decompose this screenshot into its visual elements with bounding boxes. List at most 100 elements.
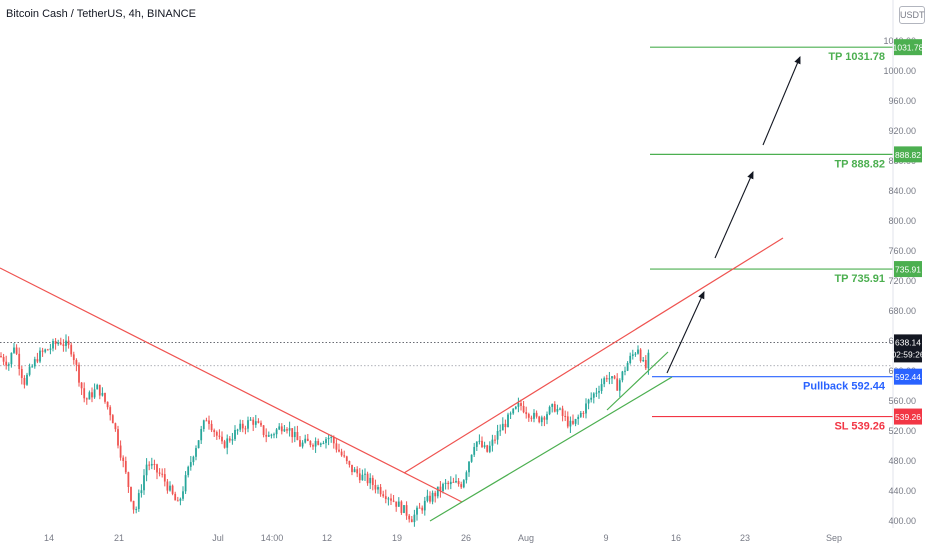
candle-body	[169, 485, 171, 491]
level-tag-text-target: 1031.78	[893, 43, 924, 53]
candle-body	[366, 473, 369, 484]
currency-badge[interactable]: USDT	[899, 6, 925, 24]
candle-body	[566, 416, 569, 427]
candle-body	[192, 456, 195, 463]
candle-body	[83, 388, 86, 399]
candle-body	[345, 456, 348, 462]
candle-body	[265, 434, 268, 437]
price-levels	[0, 46, 893, 418]
price-tick-label: 560.00	[888, 396, 916, 406]
ascending-channel-top	[403, 237, 784, 474]
candle-body	[447, 482, 450, 485]
projection-arrow	[666, 290, 705, 374]
candle-body	[241, 423, 244, 429]
candle-body	[647, 352, 650, 369]
time-tick-label: 19	[392, 533, 402, 543]
candle-body	[182, 491, 184, 499]
time-tick-label: 12	[322, 533, 332, 543]
candle-body	[114, 423, 117, 430]
candle-body	[247, 420, 249, 429]
candle-body	[137, 493, 140, 510]
candle-body	[592, 393, 595, 398]
candle-body	[348, 461, 351, 465]
candle-body	[374, 485, 377, 490]
candle-body	[171, 485, 174, 494]
time-tick-label: 14:00	[261, 533, 284, 543]
candle-body	[624, 370, 626, 372]
candle-body	[145, 464, 148, 476]
level-tag-target	[894, 261, 922, 278]
candle-body	[509, 413, 512, 415]
projection-arrow	[714, 170, 754, 259]
candle-body	[221, 436, 223, 442]
candle-body	[226, 438, 229, 448]
candle-body	[319, 443, 322, 445]
candle-body	[67, 340, 70, 345]
candle-body	[218, 435, 221, 437]
candle-body	[595, 392, 598, 394]
candle-body	[410, 519, 413, 523]
candle-body	[442, 484, 444, 492]
candle-body	[538, 416, 541, 423]
candle-body	[621, 371, 624, 381]
candle-body	[26, 374, 28, 385]
candle-body	[239, 423, 242, 430]
candle-body	[338, 449, 340, 452]
candle-body	[579, 412, 582, 417]
candle-body	[231, 439, 234, 441]
candle-body	[444, 482, 447, 485]
candle-body	[504, 423, 507, 428]
candle-body	[603, 378, 606, 385]
current-price-tag	[894, 334, 922, 363]
candle-body	[244, 428, 247, 430]
time-tick-label: 26	[461, 533, 471, 543]
candle-body	[535, 412, 538, 417]
candle-body	[644, 359, 647, 369]
candle-body	[616, 378, 619, 391]
candle-body	[455, 481, 457, 483]
candle-body	[31, 366, 34, 368]
candle-body	[634, 353, 637, 355]
candle-body	[364, 473, 366, 475]
candle-body	[572, 420, 574, 424]
candle-body	[135, 509, 138, 511]
candle-body	[70, 344, 73, 355]
price-tick-label: 480.00	[888, 456, 916, 466]
time-axis[interactable]: 14 21 Jul 14:00 12 19 26 Aug 9 16 23 Sep	[44, 533, 842, 543]
candle-body	[153, 463, 156, 465]
candle-body	[553, 404, 556, 412]
candle-body	[210, 423, 213, 431]
candle-body	[358, 473, 361, 481]
symbol-title: Bitcoin Cash / TetherUS, 4h, BINANCE	[6, 8, 196, 20]
candle-body	[395, 501, 398, 507]
candle-body	[499, 430, 502, 432]
candle-body	[127, 472, 130, 487]
candle-body	[36, 359, 39, 362]
candle-body	[494, 439, 496, 441]
candle-body	[275, 429, 278, 435]
candle-body	[340, 451, 343, 456]
level-tag-text-target: 888.82	[895, 150, 921, 160]
candle-body	[486, 445, 489, 452]
candle-body	[546, 414, 548, 420]
candle-body	[629, 355, 632, 364]
candle-body	[332, 437, 335, 444]
candle-body	[382, 494, 385, 497]
candle-body	[104, 392, 106, 402]
candle-body	[520, 403, 522, 406]
candle-body	[465, 472, 468, 481]
candle-body	[611, 376, 613, 379]
candle-body	[449, 481, 452, 485]
candle-body	[642, 359, 645, 361]
candle-body	[187, 466, 190, 476]
price-tick-label: 800.00	[888, 216, 916, 226]
candle-body	[13, 347, 15, 353]
candle-body	[143, 475, 145, 491]
candle-body	[140, 490, 143, 494]
price-tick-label: 520.00	[888, 426, 916, 436]
trendline-drawings[interactable]	[0, 55, 801, 522]
candle-body	[356, 469, 359, 474]
candle-body	[460, 484, 463, 488]
price-tick-label: 720.00	[888, 276, 916, 286]
